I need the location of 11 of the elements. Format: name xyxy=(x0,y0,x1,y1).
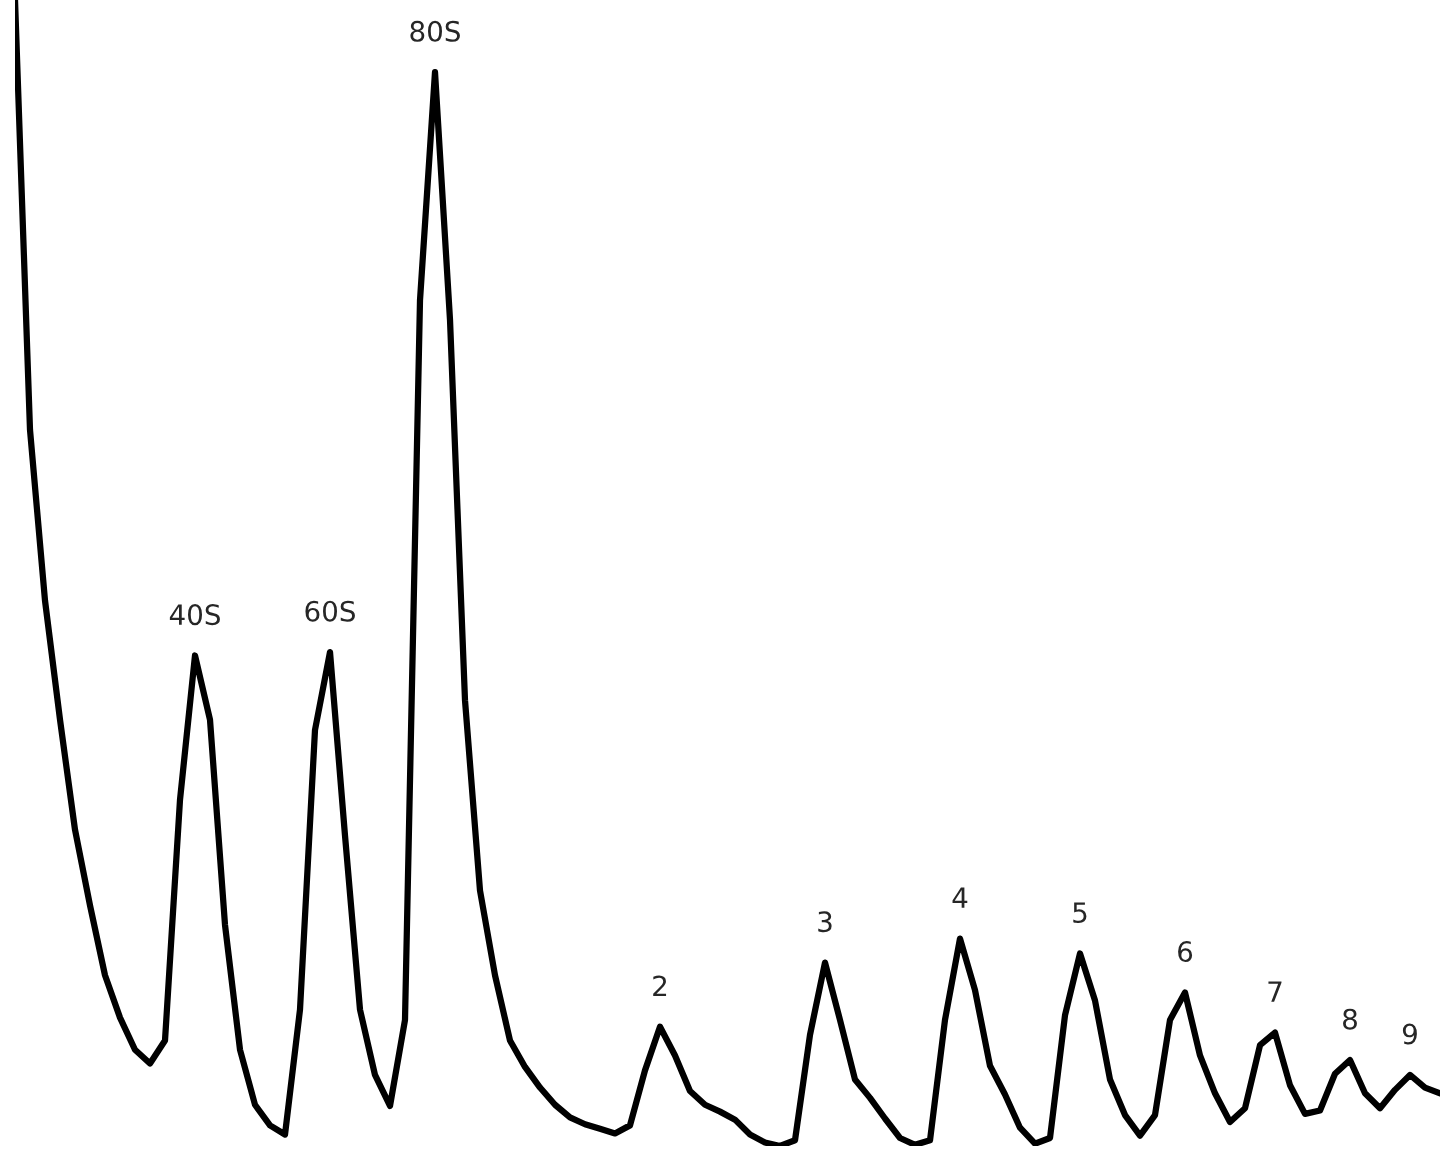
annotation: 7 xyxy=(1268,981,1282,1002)
annotation: 5 xyxy=(1073,902,1087,924)
annotation: 4 xyxy=(952,887,968,908)
annotation: 2 xyxy=(653,975,667,997)
annotation: 60S xyxy=(305,600,355,622)
annotation: 6 xyxy=(1178,941,1193,963)
annotation: 9 xyxy=(1402,1023,1417,1045)
annotation: 8 xyxy=(1343,1008,1357,1030)
annotation: 80S xyxy=(410,20,460,42)
annotation: 40S xyxy=(169,604,220,626)
annotation: 3 xyxy=(818,911,832,933)
